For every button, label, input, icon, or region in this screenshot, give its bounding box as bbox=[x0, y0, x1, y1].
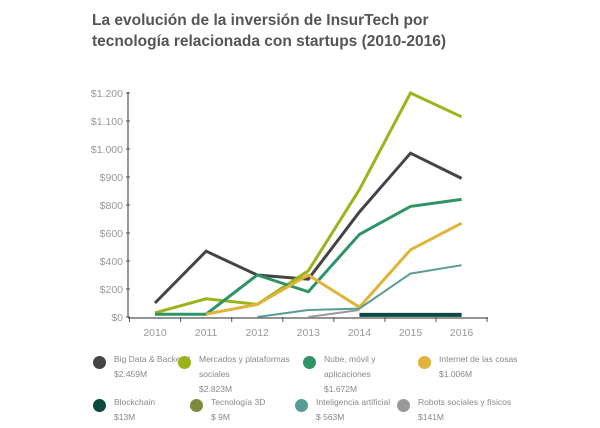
legend-text: Robots sociales y físicos $141M bbox=[418, 395, 511, 425]
legend-swatch bbox=[178, 356, 191, 369]
legend-label: Big Data & Backend bbox=[114, 354, 191, 364]
x-tick-label: 2012 bbox=[246, 327, 270, 339]
legend-label: Blockchain bbox=[114, 397, 156, 407]
y-tick-label: $600 bbox=[100, 228, 124, 240]
legend-total: $1.672M bbox=[324, 384, 358, 394]
legend-item: Internet de las cosas $1.006M bbox=[418, 352, 517, 382]
legend-swatch bbox=[418, 356, 431, 369]
legend-swatch bbox=[303, 356, 316, 369]
legend-text: Blockchain $13M bbox=[114, 395, 155, 425]
y-tick-label: $1.200 bbox=[91, 88, 123, 100]
series-line-big-data-backend bbox=[153, 151, 463, 305]
legend-text: Nube, móvil y aplicaciones $1.672M bbox=[324, 352, 419, 397]
series-line-inteligencia-artificial bbox=[257, 264, 462, 318]
legend-label: Tecnología 3D bbox=[211, 397, 266, 407]
legend-text: Tecnología 3D $ 9M bbox=[211, 395, 265, 425]
legend-total: $141M bbox=[418, 412, 444, 422]
legend-swatch bbox=[93, 356, 106, 369]
legend-total: $1.006M bbox=[439, 369, 473, 379]
legend-total: $2.459M bbox=[114, 369, 148, 379]
y-tick-label: $200 bbox=[100, 284, 124, 296]
x-tick-label: 2016 bbox=[450, 327, 474, 339]
y-tick-label: $1.100 bbox=[91, 116, 123, 128]
x-tick-label: 2015 bbox=[399, 327, 423, 339]
x-tick-label: 2013 bbox=[297, 327, 321, 339]
legend-item: Tecnología 3D $ 9M bbox=[190, 395, 265, 425]
legend-label: Nube, móvil y aplicaciones bbox=[324, 354, 376, 379]
legend-total: $13M bbox=[114, 412, 136, 422]
legend-label: Mercados y plataformas sociales bbox=[199, 354, 290, 379]
x-tick-label: 2010 bbox=[143, 327, 167, 339]
legend-item: Inteligencia artificial $ 563M bbox=[295, 395, 390, 425]
legend-label: Internet de las cosas bbox=[439, 354, 518, 364]
title-line-2: tecnología relacionada con startups (201… bbox=[92, 33, 447, 50]
legend-total: $2.823M bbox=[199, 384, 233, 394]
legend-swatch bbox=[397, 399, 410, 412]
legend-item: Blockchain $13M bbox=[93, 395, 155, 425]
legend-text: Mercados y plataformas sociales $2.823M bbox=[199, 352, 294, 397]
legend-item: Mercados y plataformas sociales $2.823M bbox=[178, 352, 294, 397]
y-tick-label: $1.000 bbox=[91, 144, 123, 156]
legend-text: Internet de las cosas $1.006M bbox=[439, 352, 517, 382]
y-tick-label: $0 bbox=[111, 312, 123, 324]
legend-swatch bbox=[190, 399, 203, 412]
legend-total: $ 9M bbox=[211, 412, 230, 422]
series-line-mercados-y-plataformas-sociales bbox=[154, 91, 463, 315]
series-line-internet-de-las-cosas bbox=[205, 221, 463, 316]
chart-title: La evolución de la inversión de InsurTec… bbox=[92, 10, 512, 52]
x-tick-label: 2011 bbox=[195, 327, 218, 339]
legend-label: Inteligencia artificial bbox=[316, 397, 391, 407]
legend-label: Robots sociales y físicos bbox=[418, 397, 512, 407]
series-line-robots-sociales-y-f-sicos bbox=[308, 309, 360, 318]
legend-swatch bbox=[295, 399, 308, 412]
legend-text: Big Data & Backend $2.459M bbox=[114, 352, 190, 382]
x-tick-label: 2014 bbox=[348, 327, 372, 339]
title-line-1: La evolución de la inversión de InsurTec… bbox=[92, 12, 429, 29]
y-tick-label: $800 bbox=[100, 200, 124, 212]
legend-item: Robots sociales y físicos $141M bbox=[397, 395, 511, 425]
legend-item: Big Data & Backend $2.459M bbox=[93, 352, 190, 382]
y-tick-label: $400 bbox=[100, 256, 124, 268]
legend-text: Inteligencia artificial $ 563M bbox=[316, 395, 390, 425]
y-tick-label: $900 bbox=[100, 172, 124, 184]
legend-item: Nube, móvil y aplicaciones $1.672M bbox=[303, 352, 419, 397]
legend-swatch bbox=[93, 399, 106, 412]
legend-total: $ 563M bbox=[316, 412, 345, 422]
